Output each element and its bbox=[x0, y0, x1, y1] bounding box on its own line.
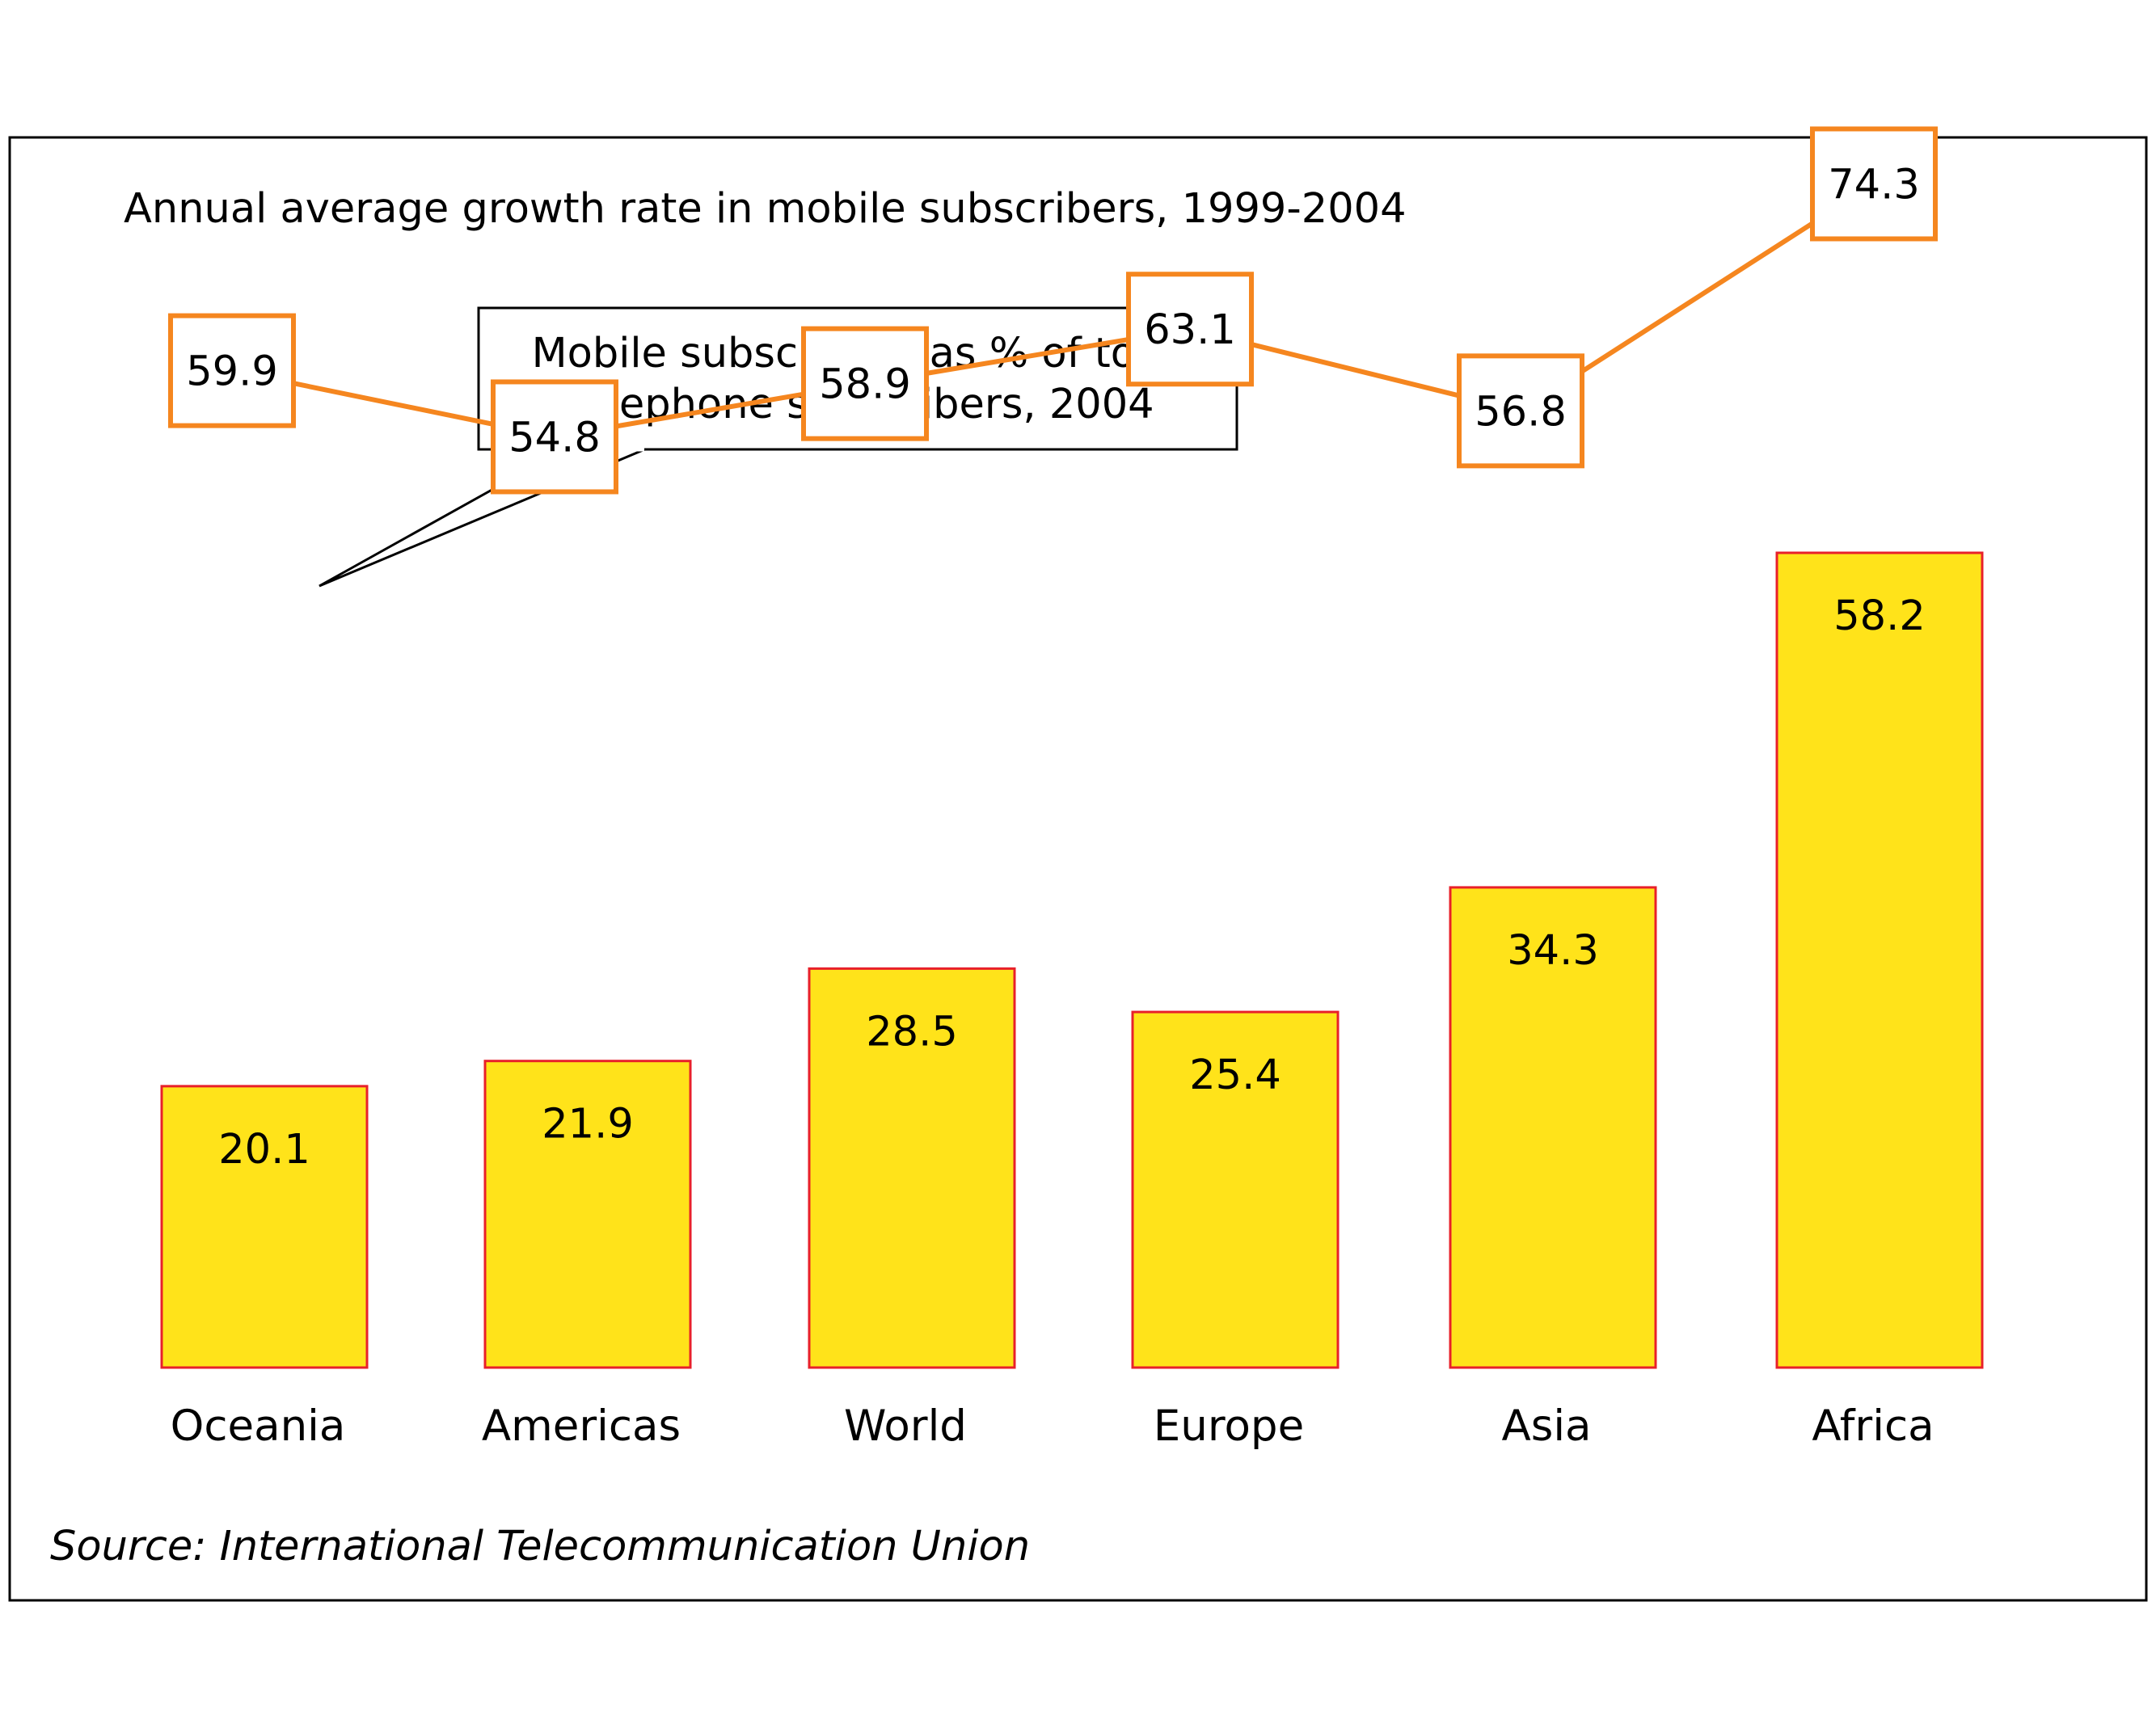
line-point-world bbox=[801, 326, 929, 441]
line-point-africa bbox=[1810, 126, 1938, 242]
line-series: 59.9 54.8 58.9 63.1 56.8 74.3 bbox=[168, 126, 1938, 495]
source-note: Source: International Telecommunication … bbox=[50, 1523, 1030, 1570]
bars: 20.1 21.9 28.5 25.4 34.3 58.2 bbox=[160, 551, 1984, 1369]
line-point-americas bbox=[491, 379, 618, 495]
line-label-oceania: 59.9 bbox=[186, 348, 278, 396]
bar-africa bbox=[1775, 551, 1984, 1369]
bar-label-world: 28.5 bbox=[866, 1008, 958, 1056]
line-point-oceania bbox=[168, 313, 296, 428]
bar-label-oceania: 20.1 bbox=[218, 1126, 310, 1174]
bar-label-asia: 34.3 bbox=[1507, 927, 1599, 975]
bar-world bbox=[808, 967, 1016, 1369]
line-label-americas: 54.8 bbox=[508, 414, 601, 462]
x-axis-labels: Oceania Americas World Europe Asia Africa bbox=[171, 1402, 1934, 1451]
line-label-africa: 74.3 bbox=[1828, 161, 1920, 209]
bar-americas bbox=[483, 1060, 692, 1369]
bar-oceania bbox=[160, 1085, 369, 1369]
x-tick-asia: Asia bbox=[1501, 1402, 1591, 1451]
x-tick-europe: Europe bbox=[1154, 1402, 1304, 1451]
chart-title: Annual average growth rate in mobile sub… bbox=[124, 185, 1407, 233]
line-point-asia bbox=[1457, 353, 1584, 469]
x-tick-americas: Americas bbox=[482, 1402, 681, 1451]
bar-label-americas: 21.9 bbox=[542, 1101, 634, 1149]
x-tick-world: World bbox=[844, 1402, 967, 1451]
bar-label-europe: 25.4 bbox=[1189, 1052, 1281, 1099]
line-point-europe bbox=[1126, 272, 1254, 387]
x-tick-oceania: Oceania bbox=[171, 1402, 346, 1451]
bar-asia bbox=[1449, 886, 1657, 1369]
bar-europe bbox=[1131, 1010, 1340, 1369]
line-label-world: 58.9 bbox=[819, 361, 911, 409]
bar-label-africa: 58.2 bbox=[1833, 592, 1926, 640]
line-label-asia: 56.8 bbox=[1475, 388, 1567, 436]
line-label-europe: 63.1 bbox=[1144, 306, 1236, 354]
x-tick-africa: Africa bbox=[1812, 1402, 1934, 1451]
